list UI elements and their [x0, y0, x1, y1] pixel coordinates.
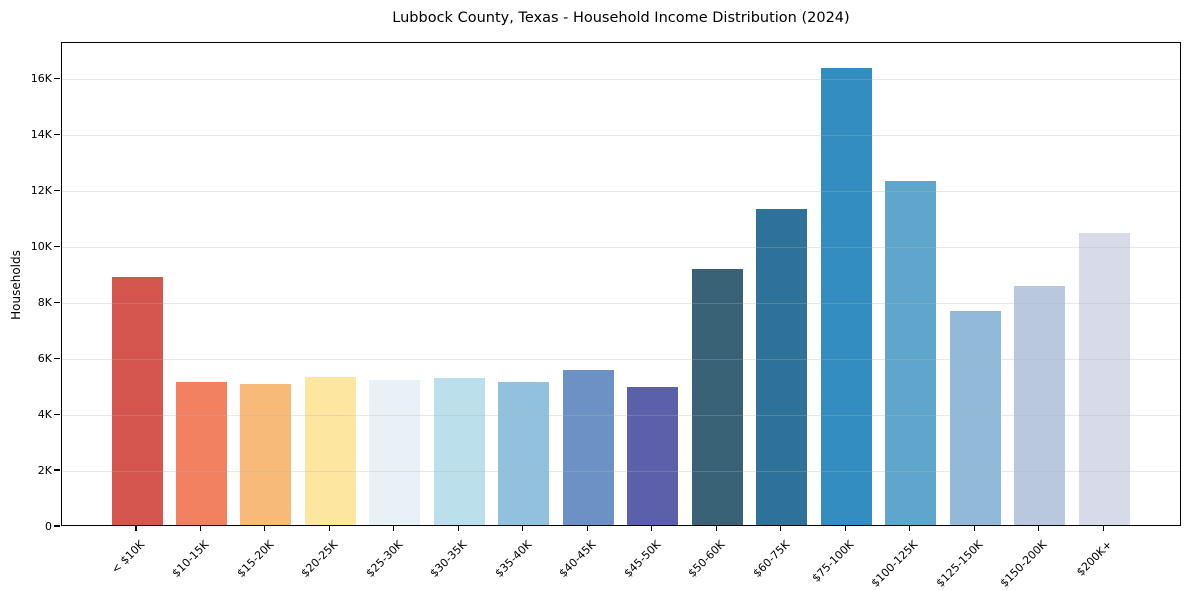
gridline — [62, 79, 1180, 81]
bar-$20-25K — [304, 377, 356, 525]
gridline — [62, 415, 1180, 417]
bar-< $10K — [111, 276, 163, 525]
x-tick-label: $15-20K — [234, 538, 277, 580]
x-tick-label: $60-75K — [750, 538, 792, 580]
y-tick-label: 16K — [30, 71, 52, 85]
y-tick-label: 12K — [30, 183, 52, 197]
bar-$15-20K — [240, 383, 292, 525]
x-tick-mark — [651, 526, 653, 531]
bar-$100-125K — [885, 180, 937, 525]
x-tick-mark — [457, 526, 459, 531]
x-tick-mark — [1038, 526, 1040, 531]
y-tick-label: 0 — [45, 519, 52, 533]
bar-$25-30K — [369, 379, 421, 525]
x-tick-mark — [586, 526, 588, 531]
gridline — [62, 471, 1180, 472]
y-tick-label: 10K — [30, 239, 52, 253]
x-tick-mark — [909, 526, 911, 531]
x-tick-label: $40-45K — [556, 538, 599, 580]
gridline — [62, 135, 1180, 137]
y-tick-label: 14K — [30, 127, 52, 141]
y-tick-mark — [54, 413, 60, 415]
x-tick-label: $25-30K — [363, 538, 406, 580]
bar-$75-100K — [820, 67, 872, 525]
x-tick-mark — [1102, 526, 1104, 531]
bar-$60-75K — [756, 209, 808, 525]
y-tick-mark — [54, 77, 60, 79]
y-tick-label: 8K — [37, 295, 52, 309]
bar-$50-60K — [691, 269, 743, 525]
y-tick-mark — [54, 189, 60, 191]
x-tick-label: < $10K — [109, 538, 148, 577]
plot-area — [61, 42, 1181, 526]
bar-$45-50K — [627, 387, 679, 525]
bar-$125-150K — [949, 311, 1001, 525]
y-tick-label: 6K — [37, 351, 52, 365]
x-tick-mark — [393, 526, 395, 531]
x-tick-label: $200K+ — [1073, 538, 1115, 579]
y-tick-mark — [54, 469, 60, 471]
bar-$10-15K — [175, 381, 227, 525]
y-axis-label: Households — [9, 250, 23, 320]
x-tick-label: $75-100K — [809, 538, 857, 585]
bar-$150-200K — [1014, 285, 1066, 525]
gridline — [62, 247, 1180, 249]
gridline — [62, 303, 1180, 305]
x-tick-label: $20-25K — [298, 538, 341, 580]
bar-$40-45K — [562, 369, 614, 525]
x-tick-label: $10-15K — [169, 538, 212, 580]
x-tick-label: $35-40K — [492, 538, 535, 580]
x-tick-label: $150-200K — [998, 538, 1050, 590]
x-tick-mark — [199, 526, 202, 531]
y-tick-label: 2K — [37, 463, 52, 477]
gridline — [62, 359, 1180, 361]
x-tick-label: $45-50K — [621, 538, 664, 580]
x-tick-mark — [973, 526, 975, 531]
gridline — [62, 191, 1180, 193]
x-tick-label: $100-125K — [869, 538, 921, 590]
chart-title: Lubbock County, Texas - Household Income… — [392, 10, 850, 26]
x-tick-mark — [328, 526, 330, 531]
x-tick-mark — [715, 526, 717, 531]
x-tick-mark — [522, 526, 524, 531]
x-tick-label: $30-35K — [427, 538, 470, 580]
y-tick-mark — [54, 301, 60, 303]
x-tick-mark — [780, 526, 782, 531]
x-tick-mark — [844, 526, 846, 531]
bar-$35-40K — [498, 381, 550, 525]
y-tick-mark — [54, 245, 60, 247]
bar-$30-35K — [433, 378, 485, 525]
y-tick-mark — [54, 357, 60, 359]
x-tick-mark — [264, 526, 266, 531]
y-tick-mark — [54, 133, 60, 135]
x-tick-label: $125-150K — [933, 538, 986, 590]
x-tick-label: $50-60K — [685, 538, 728, 580]
y-tick-label: 4K — [37, 407, 52, 421]
x-tick-mark — [135, 526, 137, 531]
y-tick-mark — [54, 525, 60, 527]
bar-$200K+ — [1078, 232, 1130, 525]
